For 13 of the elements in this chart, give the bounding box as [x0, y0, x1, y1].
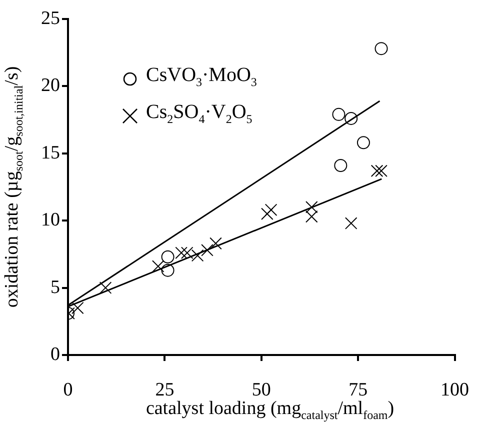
x-tick-label: 75 [348, 379, 368, 400]
legend-label: CsVO$_{3}$·MoO$_{3}$ [146, 63, 257, 91]
y-tick-label: 5 [50, 276, 60, 298]
x-tick-label: 100 [440, 379, 469, 400]
y-tick-label: 25 [41, 8, 60, 29]
x-axis-title: catalyst loading (mg$_{catalyst}$/ml$_{foam}$) [146, 398, 394, 422]
y-tick-label: 20 [41, 75, 60, 96]
y-tick-label: 10 [41, 210, 60, 231]
x-tick-label: 50 [252, 379, 271, 400]
y-tick-label: 15 [41, 142, 60, 164]
legend-label: Cs$_{2}$SO$_{4}$·V$_{2}$O$_{5}$ [146, 100, 252, 128]
x-tick-label: 25 [155, 379, 174, 400]
y-tick-label: 0 [50, 344, 60, 365]
